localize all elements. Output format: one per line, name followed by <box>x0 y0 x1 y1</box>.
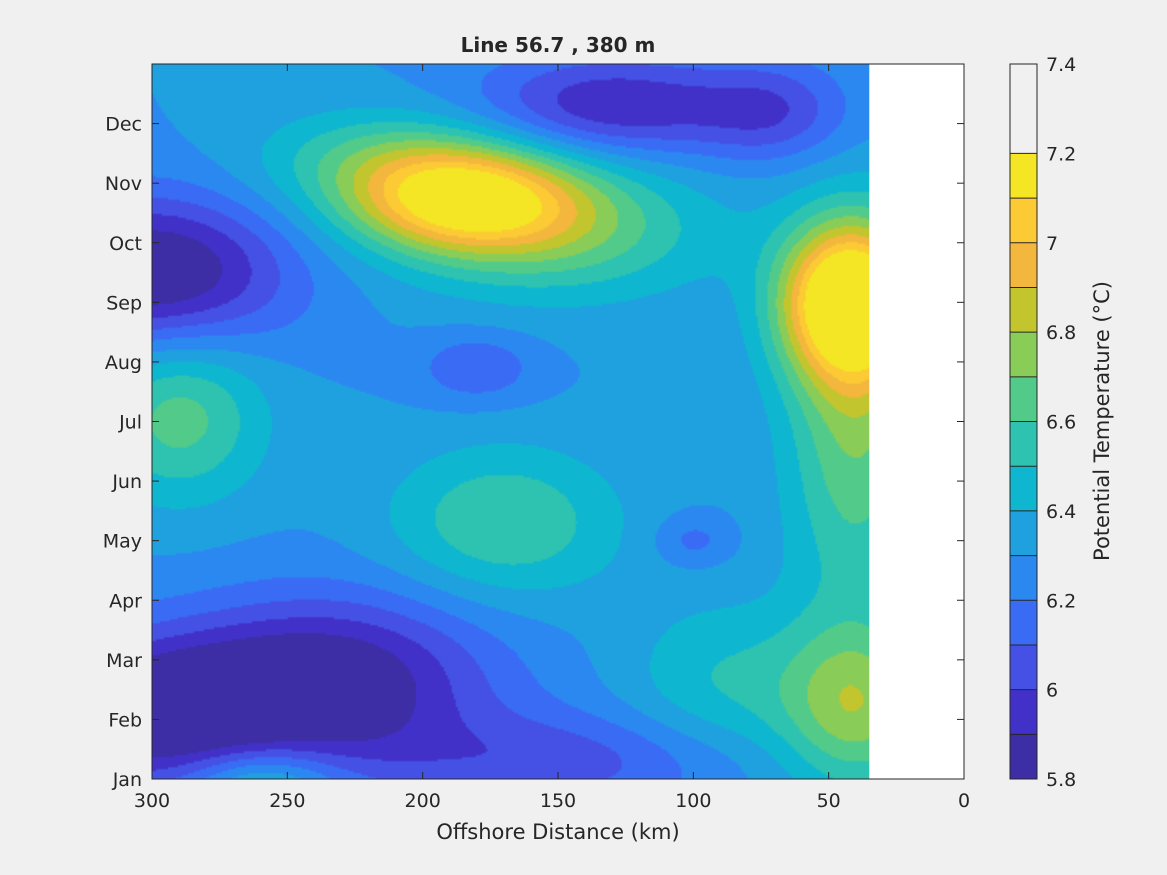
colorbar-bin <box>1010 376 1037 422</box>
colorbar-bin <box>1010 198 1037 243</box>
y-tick-label: Oct <box>109 233 142 255</box>
colorbar-bin <box>1010 287 1037 333</box>
y-tick-label: Apr <box>109 590 142 612</box>
contour-field <box>152 64 870 779</box>
colorbar-tick-label: 7 <box>1046 233 1058 255</box>
axis-ticks <box>151 64 965 780</box>
plot-frame <box>151 63 965 780</box>
y-tick-label: Mar <box>106 650 142 672</box>
colorbar-tick-label: 5.8 <box>1046 769 1076 791</box>
colorbar-frame <box>1009 63 1038 780</box>
y-tick-label: Aug <box>105 352 142 374</box>
colorbar-bin <box>1010 734 1037 779</box>
colorbar-bin <box>1010 153 1037 199</box>
colorbar-bin <box>1010 421 1037 467</box>
x-tick-label: 100 <box>675 790 711 812</box>
y-tick-labels: Jan Feb Mar Apr May Jun Jul Aug Sep Oct Nov Dec <box>103 114 142 791</box>
colorbar-tick-label: 6.4 <box>1046 501 1076 523</box>
colorbar-bin <box>1010 689 1037 735</box>
colorbar-tick-label: 6.6 <box>1046 412 1076 434</box>
y-tick-label: May <box>103 531 142 553</box>
colorbar-tick-label: 6 <box>1046 680 1058 702</box>
colorbar-bin <box>1010 332 1037 377</box>
colorbar-tick-label: 6.8 <box>1046 322 1076 344</box>
x-tick-label: 150 <box>540 790 576 812</box>
y-tick-label: Jan <box>112 769 142 791</box>
y-tick-label: Feb <box>108 709 142 731</box>
x-tick-label: 50 <box>817 790 841 812</box>
colorbar-tick-labels: 5.8 6 6.2 6.4 6.6 6.8 7 7.2 7.4 <box>1046 54 1076 791</box>
x-axis-label: Offshore Distance (km) <box>436 820 679 844</box>
colorbar-bin <box>1010 510 1037 556</box>
colorbar-bins <box>1010 153 1037 779</box>
colorbar-bin <box>1010 555 1037 601</box>
y-tick-label: Jul <box>118 412 142 434</box>
x-tick-label: 300 <box>134 790 170 812</box>
y-tick-label: Dec <box>105 114 142 136</box>
y-tick-label: Sep <box>106 292 142 314</box>
colorbar-bin <box>1010 242 1037 288</box>
colorbar: 5.8 6 6.2 6.4 6.6 6.8 7 7.2 7.4 Potential Temper… <box>1009 54 1114 791</box>
x-tick-labels: 300 250 200 150 100 50 0 <box>134 790 970 812</box>
colorbar-tick-label: 7.4 <box>1046 54 1076 76</box>
plot-area <box>151 63 965 780</box>
colorbar-bin <box>1010 466 1037 511</box>
colorbar-label: Potential Temperature (°C) <box>1090 281 1114 561</box>
colorbar-bin <box>1010 644 1037 690</box>
colorbar-tick-label: 6.2 <box>1046 590 1076 612</box>
x-tick-label: 250 <box>269 790 305 812</box>
colorbar-bin <box>1010 600 1037 645</box>
colorbar-tick-label: 7.2 <box>1046 143 1076 165</box>
x-tick-label: 200 <box>405 790 441 812</box>
x-tick-label: 0 <box>958 790 970 812</box>
chart-title: Line 56.7 , 380 m <box>461 33 656 57</box>
colorbar-ticks <box>1010 152 1037 780</box>
y-tick-label: Nov <box>105 173 142 195</box>
y-tick-label: Jun <box>111 471 142 493</box>
